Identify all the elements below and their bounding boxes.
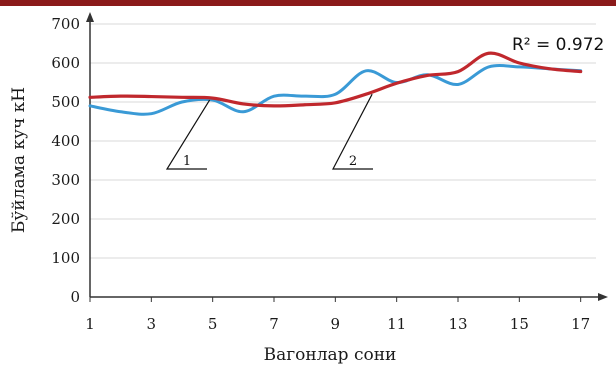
y-axis-title: Бўйлама куч кН (9, 87, 29, 233)
y-axis-arrow (86, 12, 94, 22)
axes (86, 12, 608, 302)
series-line-1 (88, 64, 583, 116)
y-tick-label: 0 (70, 288, 80, 306)
grid (90, 23, 596, 259)
y-tick-label: 700 (51, 15, 80, 33)
x-tick-label: 13 (448, 315, 467, 333)
header-band (0, 0, 616, 6)
y-tick-label: 300 (51, 171, 80, 189)
x-tick-label: 17 (571, 315, 590, 333)
y-tick-label: 200 (51, 210, 80, 228)
x-axis-arrow (598, 293, 608, 301)
callout-label-1: 1 (183, 154, 191, 169)
y-tick-label: 500 (51, 93, 80, 111)
x-tick-label: 7 (269, 315, 279, 333)
x-tick-label: 9 (331, 315, 341, 333)
r2-annotation: R² = 0.972 (512, 35, 604, 55)
callout-leader-2 (332, 93, 373, 170)
y-tick-label: 100 (51, 249, 80, 267)
y-tick-label: 400 (51, 132, 80, 150)
x-tick-label: 1 (85, 315, 95, 333)
y-tick-label: 600 (51, 54, 80, 72)
x-tick-label: 3 (147, 315, 157, 333)
x-axis-title: Вагонлар сони (264, 345, 397, 365)
callout-leader-1 (165, 99, 211, 170)
callout-label-2: 2 (349, 154, 357, 169)
series-line-2 (88, 51, 583, 108)
x-tick-label: 11 (387, 315, 406, 333)
series-layer (88, 51, 583, 116)
x-tick-label: 5 (208, 315, 218, 333)
x-tick-label: 15 (510, 315, 529, 333)
